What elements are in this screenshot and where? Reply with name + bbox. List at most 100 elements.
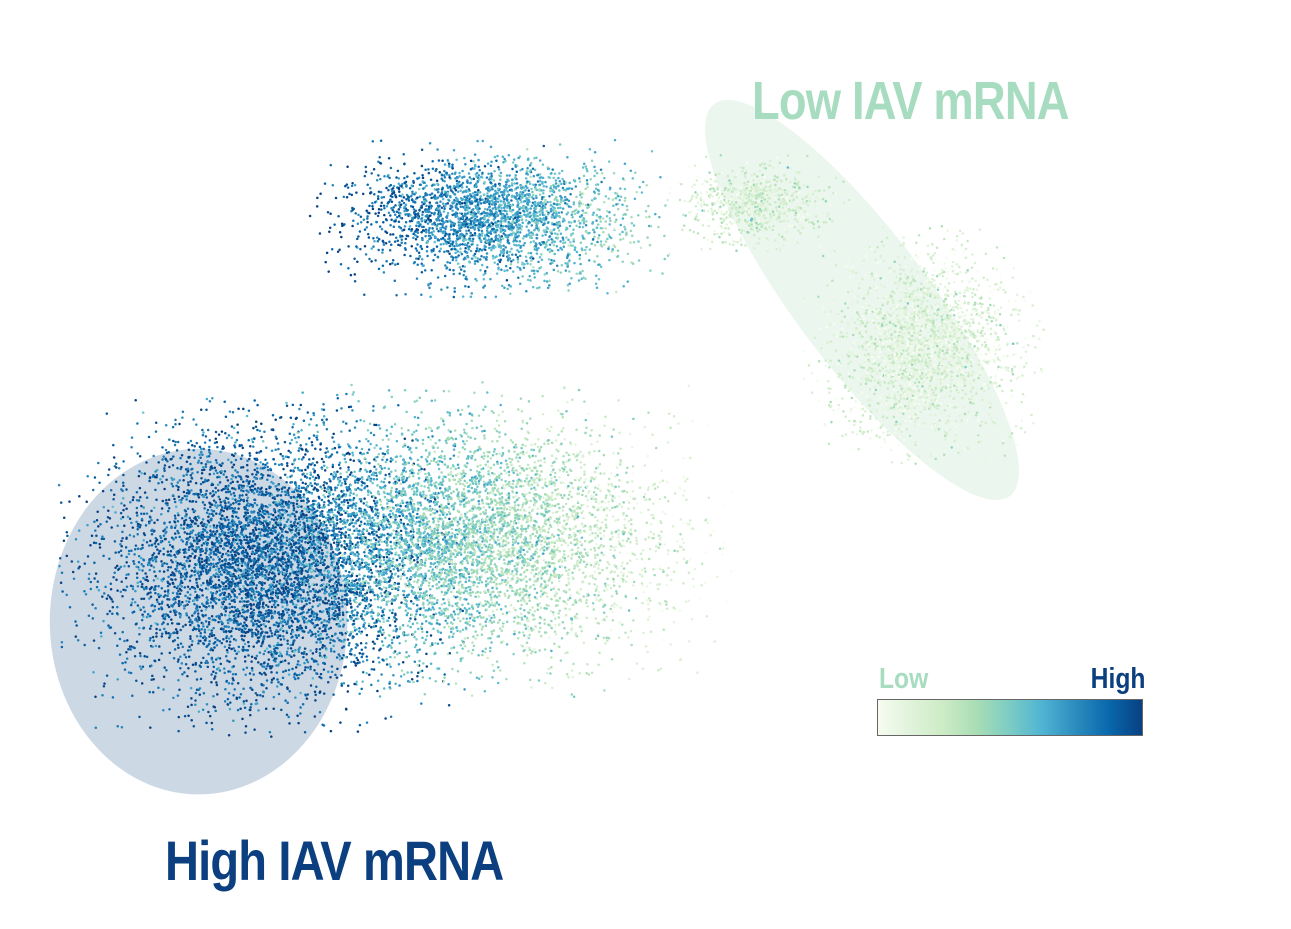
data-point	[306, 524, 310, 527]
data-point	[150, 544, 154, 547]
data-point	[135, 490, 139, 494]
data-point	[227, 434, 231, 437]
data-point	[255, 534, 258, 538]
data-point	[166, 584, 170, 588]
data-point	[267, 512, 270, 516]
data-point	[149, 636, 152, 640]
data-point	[255, 641, 259, 644]
data-point	[257, 512, 260, 515]
data-point	[151, 559, 155, 562]
data-point	[135, 498, 139, 502]
data-point	[189, 593, 192, 597]
data-point	[145, 575, 149, 578]
data-point	[328, 580, 331, 583]
data-point	[75, 624, 78, 627]
data-point	[90, 534, 94, 538]
data-point	[190, 621, 194, 625]
data-point	[194, 481, 198, 485]
data-point	[225, 639, 229, 643]
data-point	[308, 477, 312, 480]
data-point	[365, 591, 369, 595]
data-point	[255, 503, 259, 507]
data-point	[259, 634, 263, 637]
data-point	[329, 626, 333, 630]
data-point	[315, 524, 318, 528]
data-point	[191, 663, 195, 666]
data-point	[210, 531, 213, 534]
data-point	[340, 674, 343, 677]
data-point	[155, 631, 158, 635]
data-point	[176, 440, 180, 444]
data-point	[198, 577, 201, 580]
data-point	[395, 558, 399, 562]
data-point	[323, 469, 327, 472]
data-point	[231, 466, 234, 469]
data-point	[180, 465, 183, 469]
data-point	[125, 536, 128, 539]
data-point	[253, 482, 257, 486]
data-point	[199, 550, 202, 554]
data-point	[379, 535, 383, 539]
data-point	[214, 637, 217, 640]
data-point	[147, 592, 150, 595]
data-point	[180, 575, 184, 578]
data-point	[307, 597, 311, 600]
data-point	[309, 684, 313, 687]
data-point	[237, 516, 240, 520]
data-point	[205, 489, 208, 493]
data-point	[171, 425, 175, 429]
data-point	[162, 534, 166, 537]
data-point	[166, 460, 169, 463]
data-point	[224, 688, 227, 691]
data-point	[295, 636, 299, 639]
data-point	[207, 515, 210, 518]
data-point	[346, 489, 349, 492]
data-point	[294, 576, 298, 580]
data-point	[270, 609, 273, 613]
data-point	[361, 652, 365, 656]
data-point	[302, 590, 305, 594]
data-point	[222, 637, 225, 641]
data-point	[296, 660, 300, 663]
data-point	[273, 497, 277, 501]
data-point	[316, 623, 319, 627]
data-point	[154, 574, 157, 578]
data-point	[346, 451, 350, 455]
data-point	[291, 667, 294, 671]
data-point	[216, 475, 219, 479]
data-point	[309, 649, 312, 652]
data-point	[246, 501, 249, 505]
data-point	[222, 473, 225, 476]
data-point	[280, 617, 284, 620]
data-point	[259, 663, 263, 666]
data-point	[286, 701, 289, 705]
data-point	[138, 454, 142, 458]
data-point	[318, 589, 321, 592]
data-point	[306, 579, 309, 582]
data-point	[260, 683, 264, 687]
data-point	[409, 530, 413, 533]
data-point	[338, 613, 341, 617]
data-point	[210, 727, 214, 731]
data-point	[297, 563, 300, 566]
data-point	[319, 561, 322, 565]
data-point	[317, 495, 321, 499]
data-point	[162, 675, 166, 678]
data-point	[352, 660, 356, 664]
data-point	[355, 632, 359, 636]
data-point	[182, 551, 186, 554]
data-point	[118, 637, 122, 641]
data-point	[328, 594, 331, 597]
data-point	[312, 615, 316, 619]
data-point	[326, 450, 330, 453]
data-point	[399, 504, 402, 508]
data-point	[127, 552, 131, 556]
data-point	[223, 570, 226, 574]
data-point	[140, 472, 143, 475]
data-point	[341, 613, 345, 617]
data-point	[172, 598, 175, 601]
data-point	[126, 639, 129, 642]
data-point	[293, 639, 296, 642]
data-point	[201, 594, 204, 597]
data-point	[199, 456, 202, 460]
